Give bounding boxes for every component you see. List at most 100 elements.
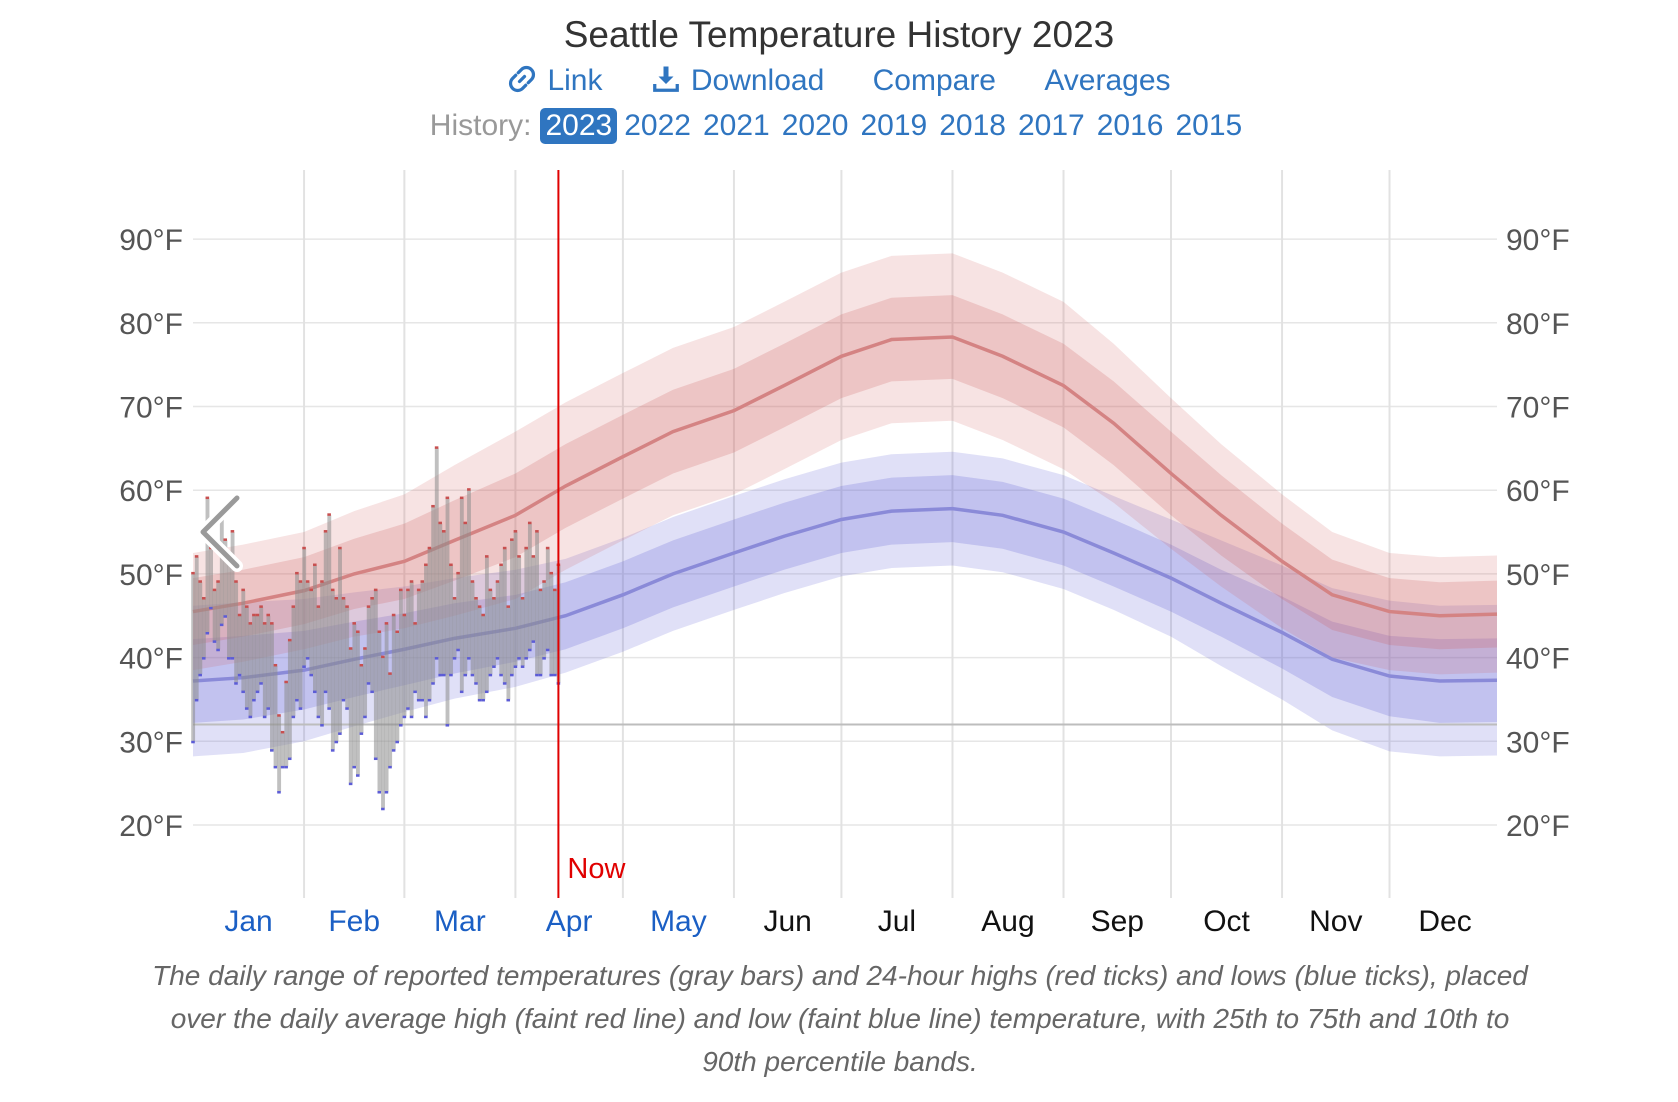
daily-range-bar	[431, 506, 436, 683]
daily-range-bar	[338, 548, 342, 733]
daily-high-tick	[413, 622, 417, 625]
y-tick-right-70: 70°F	[1506, 392, 1570, 425]
month-label-jan[interactable]: Jan	[224, 905, 272, 938]
daily-low-tick	[277, 791, 281, 794]
daily-range-bar	[345, 607, 350, 708]
daily-range-bar	[295, 573, 299, 700]
daily-range-bar	[230, 532, 235, 658]
averages-link[interactable]: Averages	[1044, 64, 1171, 97]
daily-low-tick	[252, 698, 256, 702]
history-year-2016[interactable]: 2016	[1096, 109, 1164, 142]
daily-range-bar	[363, 649, 368, 717]
daily-high-tick	[216, 580, 220, 583]
daily-low-tick	[535, 673, 539, 677]
history-year-2018[interactable]: 2018	[939, 109, 1006, 142]
daily-high-tick	[223, 538, 228, 541]
month-label-may[interactable]: May	[650, 905, 707, 938]
daily-range-bar	[538, 590, 543, 675]
history-year-2015[interactable]: 2015	[1175, 109, 1243, 142]
history-year-2021[interactable]: 2021	[702, 109, 770, 142]
daily-low-tick	[345, 707, 349, 710]
daily-low-tick	[201, 657, 206, 660]
daily-high-tick	[363, 647, 367, 650]
month-label-apr[interactable]: Apr	[546, 905, 593, 938]
y-tick-right-20: 20°F	[1506, 810, 1570, 843]
daily-range-bar	[520, 599, 525, 666]
daily-range-bar	[449, 565, 454, 675]
daily-low-tick	[445, 724, 450, 727]
month-label-feb[interactable]: Feb	[328, 905, 380, 938]
daily-high-tick	[280, 730, 285, 734]
history-year-2023[interactable]: 2023	[540, 108, 618, 144]
history-nav: History: 2023 2022 2021 2020 2019 2018 2017 2016…	[0, 108, 1678, 144]
daily-low-tick	[452, 657, 457, 660]
daily-range-bar	[499, 565, 504, 675]
daily-range-bar	[438, 523, 443, 675]
y-tick-left-50: 50°F	[119, 559, 183, 592]
daily-range-bar	[459, 498, 464, 692]
history-year-2022[interactable]: 2022	[624, 109, 691, 142]
daily-high-tick	[506, 605, 511, 608]
avg-high-line	[192, 335, 1498, 618]
daily-low-tick	[427, 698, 432, 702]
daily-range-bar	[384, 624, 389, 792]
daily-low-tick	[230, 657, 235, 660]
daily-high-tick	[445, 496, 450, 500]
download-button[interactable]: Download	[651, 64, 824, 98]
daily-high-tick	[492, 597, 496, 600]
daily-high-tick	[395, 630, 399, 633]
daily-high-tick	[266, 613, 271, 617]
daily-low-tick	[373, 757, 378, 761]
daily-high-tick	[520, 597, 525, 600]
daily-high-tick	[262, 622, 267, 625]
month-label-mar[interactable]: Mar	[434, 905, 486, 938]
daily-high-tick	[194, 555, 199, 558]
daily-high-tick	[420, 580, 425, 583]
chevron-left-icon[interactable]	[195, 492, 247, 572]
daily-range-bar	[327, 515, 332, 708]
daily-high-tick	[252, 613, 256, 617]
daily-low-tick	[434, 657, 439, 660]
daily-low-tick	[330, 749, 335, 752]
y-tick-left-20: 20°F	[119, 810, 183, 843]
daily-high-tick	[287, 638, 292, 642]
daily-high-tick	[320, 580, 324, 583]
daily-range-bar	[370, 599, 375, 692]
daily-range-bar	[477, 607, 482, 700]
daily-low-tick	[431, 682, 435, 685]
daily-high-tick	[477, 605, 482, 608]
daily-high-tick	[302, 546, 306, 550]
daily-range-bar	[330, 590, 335, 750]
link-button[interactable]: Link	[507, 64, 603, 98]
daily-range-bar	[467, 490, 471, 658]
daily-range-bar	[513, 532, 518, 666]
daily-low-tick	[456, 648, 460, 652]
daily-low-tick	[499, 673, 503, 677]
daily-range-bar	[284, 682, 289, 767]
daily-low-tick	[234, 682, 238, 685]
daily-high-tick	[467, 488, 471, 491]
daily-low-tick	[227, 657, 231, 660]
history-year-2020[interactable]: 2020	[781, 109, 849, 142]
daily-range-bar	[309, 590, 314, 675]
daily-range-bar	[406, 590, 411, 708]
daily-high-tick	[305, 580, 310, 583]
month-label-oct: Oct	[1203, 905, 1250, 938]
daily-range-bar	[352, 624, 357, 767]
daily-range-bar	[356, 632, 360, 775]
history-year-2017[interactable]: 2017	[1017, 109, 1085, 142]
daily-low-tick	[402, 715, 407, 719]
compare-link[interactable]: Compare	[872, 64, 996, 97]
daily-high-tick	[259, 605, 263, 608]
daily-high-tick	[323, 530, 328, 533]
daily-range-bar	[234, 582, 239, 683]
daily-high-tick	[198, 580, 202, 583]
daily-high-tick	[352, 622, 356, 625]
download-label: Download	[690, 64, 825, 97]
daily-low-tick	[542, 657, 546, 660]
history-year-2019[interactable]: 2019	[860, 109, 928, 142]
daily-range-bar	[502, 548, 507, 683]
daily-low-tick	[223, 615, 228, 618]
daily-low-tick	[291, 715, 296, 719]
daily-range-bar	[209, 548, 213, 608]
